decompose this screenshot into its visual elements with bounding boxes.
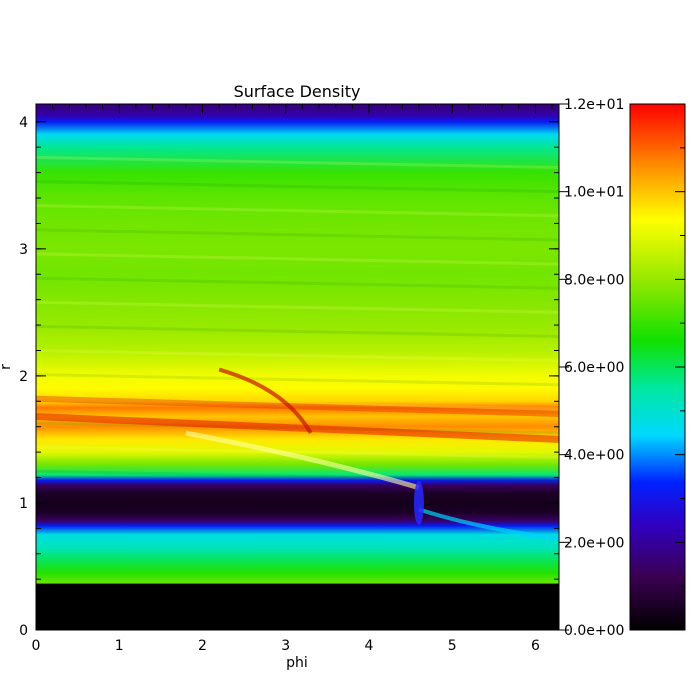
y-tick-label: 4 <box>19 115 28 131</box>
chart-title: Surface Density <box>234 82 361 101</box>
colorbar-tick-label: 6.0e+00 <box>564 360 624 376</box>
y-tick-label: 2 <box>19 369 28 385</box>
density-features <box>36 367 559 541</box>
colorbar-tick-label: 0.0e+00 <box>564 623 624 639</box>
y-axis: 0 1 2 3 4 <box>19 115 559 639</box>
colorbar-axis: 0.0e+00 2.0e+00 4.0e+00 6.0e+00 8.0e+00 1.0e+… <box>559 97 685 639</box>
colorbar-tick-label: 4.0e+00 <box>564 448 624 464</box>
x-tick-label: 0 <box>32 638 41 654</box>
x-tick-label: 1 <box>115 638 124 654</box>
colorbar-tick-label: 1.2e+01 <box>564 97 624 113</box>
y-tick-label: 3 <box>19 242 28 258</box>
colorbar-tick-label: 8.0e+00 <box>564 272 624 288</box>
density-field-base <box>36 104 559 630</box>
x-tick-label: 5 <box>448 638 457 654</box>
y-axis-label: r <box>0 364 14 370</box>
density-field <box>36 104 559 630</box>
y-tick-label: 0 <box>19 623 28 639</box>
x-axis: 0 1 2 3 4 5 6 <box>32 104 553 654</box>
y-tick-label: 1 <box>19 496 28 512</box>
x-tick-label: 2 <box>198 638 207 654</box>
x-tick-label: 6 <box>531 638 540 654</box>
x-tick-label: 4 <box>365 638 374 654</box>
colorbar-tick-label: 2.0e+00 <box>564 535 624 551</box>
x-axis-label: phi <box>286 655 308 671</box>
x-tick-label: 3 <box>281 638 290 654</box>
colorbar-tick-label: 1.0e+01 <box>564 185 624 201</box>
